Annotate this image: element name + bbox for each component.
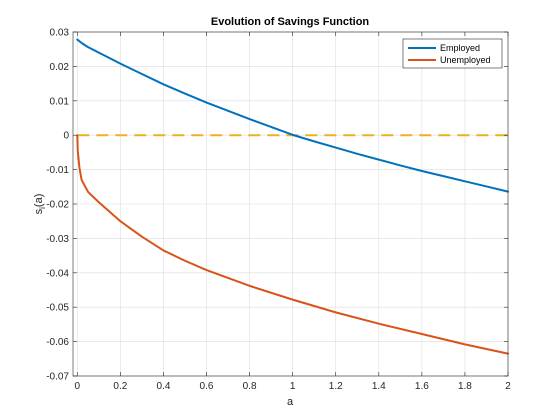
legend-label-unemployed: Unemployed: [440, 55, 491, 65]
y-tick-label: 0.03: [50, 28, 70, 39]
y-tick-label: -0.03: [46, 234, 69, 245]
x-tick-label: 0: [75, 381, 81, 392]
chart-title: Evolution of Savings Function: [211, 16, 370, 28]
x-tick-label: 0.2: [113, 381, 127, 392]
legend: Employed Unemployed: [402, 38, 503, 69]
y-tick-label: -0.06: [46, 337, 69, 348]
x-tick-label: 2: [505, 381, 511, 392]
y-tick-label: -0.07: [46, 372, 69, 383]
y-tick-label: 0: [63, 131, 69, 142]
y-tick-label: 0.01: [50, 96, 70, 107]
series-line-unemployed: [76, 134, 509, 355]
y-tick-label: 0.02: [50, 62, 70, 73]
x-tick-label: 1: [290, 381, 296, 392]
x-tick-label: 1.6: [415, 381, 429, 392]
y-tick-label: -0.05: [46, 303, 69, 314]
y-axis-label-subscript: i: [38, 207, 47, 209]
legend-box: [402, 38, 503, 69]
legend-label-employed: Employed: [440, 43, 480, 53]
x-axis-label: a: [287, 396, 294, 408]
x-axis-ticks: 0 0.2 0.4 0.6 0.8 1 1.2 1.4 1.6 1.8 2: [75, 32, 511, 392]
y-axis-label: si(a): [33, 194, 47, 215]
x-tick-label: 0.6: [200, 381, 214, 392]
x-tick-label: 0.4: [156, 381, 170, 392]
y-axis-label-main: s: [33, 208, 45, 214]
y-axis-label-suffix: (a): [33, 194, 45, 207]
y-tick-label: -0.04: [46, 268, 69, 279]
x-tick-label: 1.2: [329, 381, 343, 392]
y-tick-label: -0.01: [46, 165, 69, 176]
x-tick-label: 1.8: [458, 381, 472, 392]
y-axis-ticks: 0.03 0.02 0.01 0 -0.01 -0.02 -0.03 -0.04 -0.05 -0…: [46, 28, 508, 383]
x-tick-label: 0.8: [243, 381, 257, 392]
series-lines: [76, 38, 509, 355]
y-tick-label: -0.02: [46, 200, 69, 211]
series-line-employed: [76, 38, 509, 193]
x-tick-label: 1.4: [372, 381, 386, 392]
